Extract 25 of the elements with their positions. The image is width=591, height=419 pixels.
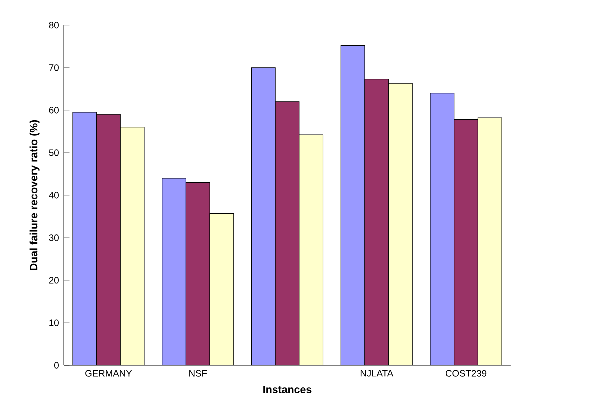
y-tick-label: 50 bbox=[49, 150, 59, 156]
x-tick-label: NJLATA bbox=[360, 370, 394, 377]
bar bbox=[252, 68, 276, 366]
bar bbox=[162, 178, 186, 366]
bar bbox=[120, 127, 144, 366]
bar bbox=[430, 93, 455, 366]
y-tick-label: 10 bbox=[50, 320, 59, 326]
y-tick-label: 40 bbox=[49, 192, 59, 199]
y-tick-label: 0 bbox=[54, 362, 59, 369]
y-tick-label: 30 bbox=[49, 234, 59, 242]
bar bbox=[341, 46, 365, 366]
y-tick-label: 80 bbox=[49, 22, 59, 29]
y-tick-label: 70 bbox=[49, 64, 59, 72]
y-tick-label: 20 bbox=[49, 277, 59, 284]
bar bbox=[299, 135, 324, 366]
y-axis-title: Dual failure recovery ratio (%) bbox=[30, 120, 40, 270]
bar bbox=[72, 112, 97, 366]
bar bbox=[210, 214, 234, 366]
bar bbox=[478, 118, 502, 366]
bar bbox=[388, 84, 413, 366]
x-tick-label: NSF bbox=[190, 370, 208, 377]
y-tick-label: 60 bbox=[49, 107, 59, 114]
x-tick-label: COST239 bbox=[446, 370, 487, 377]
x-axis-title: Instances bbox=[264, 386, 312, 394]
x-tick-label: GERMANY bbox=[86, 370, 132, 377]
